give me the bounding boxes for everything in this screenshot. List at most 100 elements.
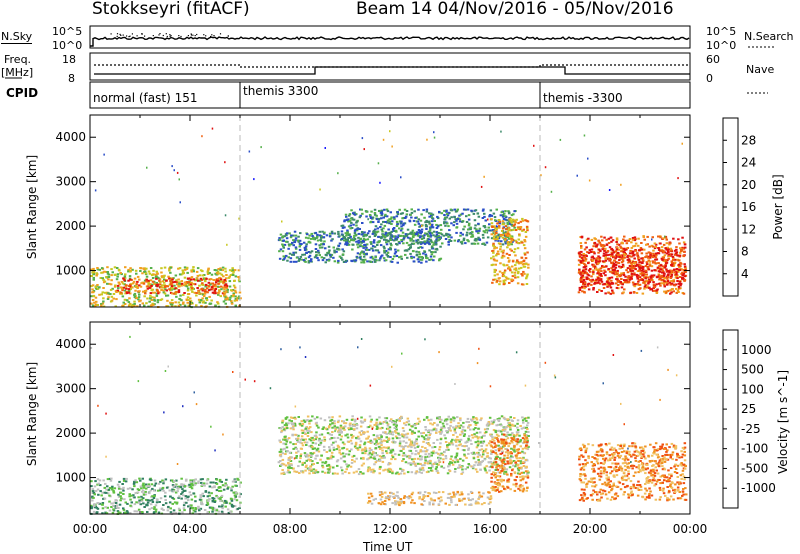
data-cell: [677, 177, 679, 180]
data-cell: [364, 248, 368, 251]
data-cell: [495, 227, 498, 230]
data-cell: [198, 279, 202, 282]
data-cell: [231, 274, 235, 276]
data-cell: [456, 447, 460, 450]
data-cell: [477, 232, 480, 235]
data-cell: [91, 284, 95, 287]
data-cell: [281, 220, 283, 223]
nsky-point: [194, 35, 196, 37]
data-cell: [683, 271, 687, 273]
data-cell: [222, 488, 226, 491]
data-cell: [285, 440, 288, 443]
data-cell: [149, 489, 153, 492]
data-cell: [427, 431, 430, 434]
data-cell: [208, 494, 211, 497]
data-cell: [409, 440, 413, 443]
data-cell: [682, 269, 686, 272]
data-cell: [106, 298, 110, 300]
data-cell: [670, 282, 674, 285]
data-cell: [403, 249, 407, 252]
data-cell: [283, 447, 286, 450]
data-cell: [287, 247, 290, 250]
data-cell: [604, 270, 607, 273]
data-cell: [310, 258, 313, 261]
data-cell: [653, 242, 657, 245]
data-cell: [160, 275, 164, 278]
data-cell: [670, 253, 674, 256]
data-cell: [319, 417, 323, 420]
data-cell: [633, 262, 636, 265]
data-cell: [422, 431, 425, 434]
data-cell: [491, 250, 494, 252]
data-cell: [461, 212, 464, 215]
data-cell: [99, 277, 102, 279]
data-cell: [419, 242, 423, 245]
data-cell: [109, 300, 113, 303]
data-cell: [459, 457, 462, 460]
data-cell: [652, 254, 655, 256]
data-cell: [455, 222, 459, 225]
data-cell: [488, 223, 491, 226]
data-cell: [208, 302, 211, 305]
data-cell: [299, 232, 302, 235]
data-cell: [385, 421, 389, 424]
data-cell: [425, 434, 428, 437]
data-cell: [206, 495, 210, 498]
data-cell: [111, 271, 114, 274]
data-cell: [153, 506, 156, 509]
data-cell: [506, 242, 510, 245]
data-cell: [437, 463, 440, 466]
data-cell: [642, 281, 645, 284]
data-cell: [630, 263, 633, 266]
data-cell: [381, 460, 385, 463]
data-cell: [621, 282, 624, 285]
data-cell: [199, 494, 202, 497]
station-title: Stokkseyri (fitACF): [92, 0, 250, 19]
data-cell: [186, 289, 190, 292]
data-cell: [428, 455, 431, 458]
data-cell: [587, 251, 591, 254]
data-cell: [211, 486, 214, 489]
data-cell: [378, 209, 381, 212]
data-cell: [94, 480, 97, 483]
nave-top-tick: 60: [706, 53, 720, 66]
data-cell: [324, 462, 327, 465]
data-cell: [102, 300, 105, 303]
data-cell: [133, 304, 136, 307]
data-cell: [140, 490, 144, 493]
data-cell: [156, 285, 159, 288]
data-cell: [493, 225, 496, 228]
data-cell: [642, 274, 645, 277]
data-cell: [626, 267, 630, 270]
data-cell: [386, 210, 390, 213]
data-cell: [298, 242, 302, 245]
data-cell: [310, 250, 314, 253]
data-cell: [233, 498, 236, 501]
data-cell: [364, 245, 367, 248]
data-cell: [630, 274, 634, 277]
data-cell: [234, 484, 237, 487]
data-cell: [152, 512, 156, 515]
data-cell: [329, 254, 332, 257]
data-cell: [299, 424, 302, 427]
data-cell: [353, 234, 356, 237]
freq-bottom-tick: 8: [68, 72, 75, 85]
data-cell: [374, 233, 378, 236]
data-cell: [136, 510, 139, 513]
data-cell: [450, 216, 453, 219]
data-cell: [672, 258, 675, 261]
data-cell: [405, 210, 409, 212]
data-cell: [508, 267, 511, 270]
data-cell: [405, 455, 409, 458]
data-cell: [623, 279, 626, 282]
data-cell: [508, 254, 511, 256]
data-cell: [578, 286, 582, 289]
data-cell: [225, 290, 228, 293]
data-cell: [350, 428, 353, 430]
data-cell: [180, 483, 183, 486]
data-cell: [600, 280, 604, 283]
data-cell: [644, 277, 647, 280]
data-cell: [681, 274, 684, 277]
data-cell: [344, 259, 348, 262]
data-cell: [325, 451, 329, 453]
